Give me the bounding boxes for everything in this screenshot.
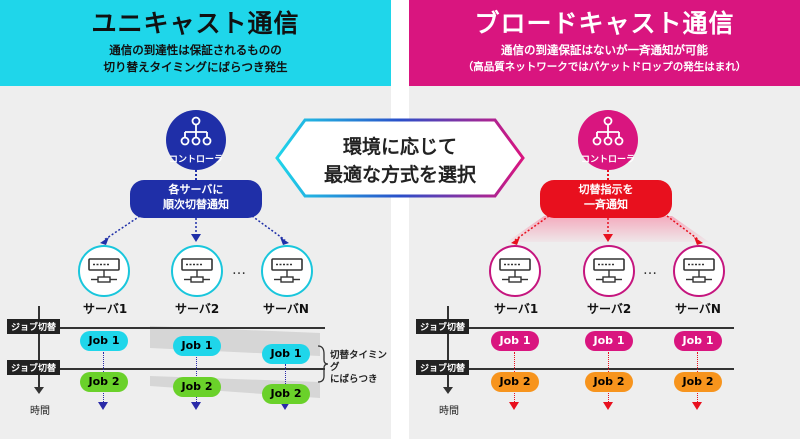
broadcast-note-line-2: 一斉通知 bbox=[584, 198, 628, 211]
server-icon bbox=[593, 258, 625, 283]
unicast-server-1 bbox=[78, 245, 130, 297]
broadcast-title: ブロードキャスト通信 bbox=[474, 9, 735, 38]
broadcast-arrowheads bbox=[509, 402, 702, 410]
unicast-time-label: 時間 bbox=[30, 406, 50, 417]
unicast-switch-tag-1: ジョブ切替 bbox=[7, 319, 61, 334]
center-line-1: 環境に応じて bbox=[342, 136, 457, 158]
broadcast-job2-server-2: Job 2 bbox=[585, 372, 633, 392]
unicast-timeline-n bbox=[285, 364, 286, 402]
unicast-controller-label: コントローラ bbox=[168, 155, 223, 165]
unicast-ellipsis: … bbox=[232, 262, 247, 278]
broadcast-controller-label: コントローラ bbox=[580, 155, 635, 165]
server-icon bbox=[88, 258, 120, 283]
broadcast-time-label: 時間 bbox=[439, 406, 459, 417]
unicast-job1-server-1: Job 1 bbox=[80, 331, 128, 351]
center-line-2: 最適な方式を選択 bbox=[323, 164, 476, 186]
network-icon bbox=[180, 116, 212, 146]
broadcast-subtitle-1: 通信の到達保証はないが一斉通知が可能 bbox=[501, 43, 708, 57]
unicast-time-axis bbox=[34, 306, 44, 394]
unicast-subtitle-1: 通信の到達性は保証されるものの bbox=[109, 43, 282, 57]
unicast-server-n bbox=[261, 245, 313, 297]
broadcast-job2-server-n: Job 2 bbox=[674, 372, 722, 392]
unicast-title: ユニキャスト通信 bbox=[91, 9, 300, 38]
broadcast-time-axis bbox=[443, 306, 453, 394]
broadcast-switch-line-2 bbox=[416, 368, 734, 370]
broadcast-note-line-1: 切替指示を bbox=[578, 183, 634, 196]
unicast-note-line-2: 順次切替通知 bbox=[163, 198, 229, 211]
unicast-switch-line-2 bbox=[7, 368, 325, 370]
unicast-note-line-1: 各サーバに bbox=[168, 183, 224, 196]
broadcast-note: 切替指示を 一斉通知 bbox=[540, 180, 672, 218]
unicast-annotation: 切替タイミング にばらつき bbox=[330, 350, 391, 386]
server-icon bbox=[181, 258, 213, 283]
broadcast-connectors bbox=[507, 170, 709, 245]
unicast-job1-server-2: Job 1 bbox=[173, 336, 221, 356]
broadcast-server-n bbox=[673, 245, 725, 297]
unicast-panel: ユニキャスト通信 通信の到達性は保証されるものの 切り替えタイミングにばらつき発… bbox=[0, 0, 391, 439]
unicast-job1-server-n: Job 1 bbox=[262, 344, 310, 364]
broadcast-job2-server-1: Job 2 bbox=[491, 372, 539, 392]
unicast-server-label-2: サーバ2 bbox=[175, 302, 220, 316]
unicast-annotation-1: 切替タイミング bbox=[330, 350, 388, 373]
broadcast-job1-server-n: Job 1 bbox=[674, 331, 722, 351]
unicast-annotation-2: にばらつき bbox=[330, 374, 378, 385]
broadcast-header: ブロードキャスト通信 通信の到達保証はないが一斉通知が可能 （高品質ネットワーク… bbox=[409, 0, 800, 86]
unicast-server-label-n: サーバN bbox=[263, 302, 309, 316]
server-icon bbox=[271, 258, 303, 283]
unicast-server-label-1: サーバ1 bbox=[83, 302, 128, 316]
broadcast-controller: コントローラ bbox=[578, 110, 638, 170]
unicast-controller: コントローラ bbox=[166, 110, 226, 170]
broadcast-server-label-1: サーバ1 bbox=[494, 302, 539, 316]
unicast-job2-server-2: Job 2 bbox=[173, 377, 221, 397]
unicast-subtitle-2: 切り替えタイミングにばらつき発生 bbox=[103, 60, 288, 74]
broadcast-switch-tag-2: ジョブ切替 bbox=[416, 360, 470, 375]
broadcast-server-label-n: サーバN bbox=[675, 302, 721, 316]
unicast-switch-line-1 bbox=[7, 327, 325, 329]
server-icon bbox=[499, 258, 531, 283]
double-arrow-frame bbox=[275, 118, 525, 198]
unicast-switch-tag-2: ジョブ切替 bbox=[7, 360, 61, 375]
unicast-bracket bbox=[317, 345, 329, 383]
network-icon bbox=[592, 116, 624, 146]
server-icon bbox=[683, 258, 715, 283]
broadcast-ellipsis: … bbox=[643, 262, 658, 278]
broadcast-job1-server-2: Job 1 bbox=[585, 331, 633, 351]
unicast-header: ユニキャスト通信 通信の到達性は保証されるものの 切り替えタイミングにばらつき発… bbox=[0, 0, 391, 86]
broadcast-subtitle-2: （高品質ネットワークではパケットドロップの発生はまれ） bbox=[462, 61, 747, 73]
broadcast-job1-server-1: Job 1 bbox=[491, 331, 539, 351]
unicast-arrowheads bbox=[98, 402, 290, 410]
unicast-server-2 bbox=[171, 245, 223, 297]
broadcast-server-label-2: サーバ2 bbox=[587, 302, 632, 316]
center-banner: 環境に応じて 最適な方式を選択 bbox=[275, 118, 525, 198]
broadcast-switch-tag-1: ジョブ切替 bbox=[416, 319, 470, 334]
broadcast-server-1 bbox=[489, 245, 541, 297]
broadcast-server-2 bbox=[583, 245, 635, 297]
broadcast-panel: ブロードキャスト通信 通信の到達保証はないが一斉通知が可能 （高品質ネットワーク… bbox=[409, 0, 800, 439]
broadcast-switch-line-1 bbox=[416, 327, 734, 329]
unicast-note: 各サーバに 順次切替通知 bbox=[130, 180, 262, 218]
unicast-job2-server-1: Job 2 bbox=[80, 372, 128, 392]
unicast-job2-server-n: Job 2 bbox=[262, 384, 310, 404]
